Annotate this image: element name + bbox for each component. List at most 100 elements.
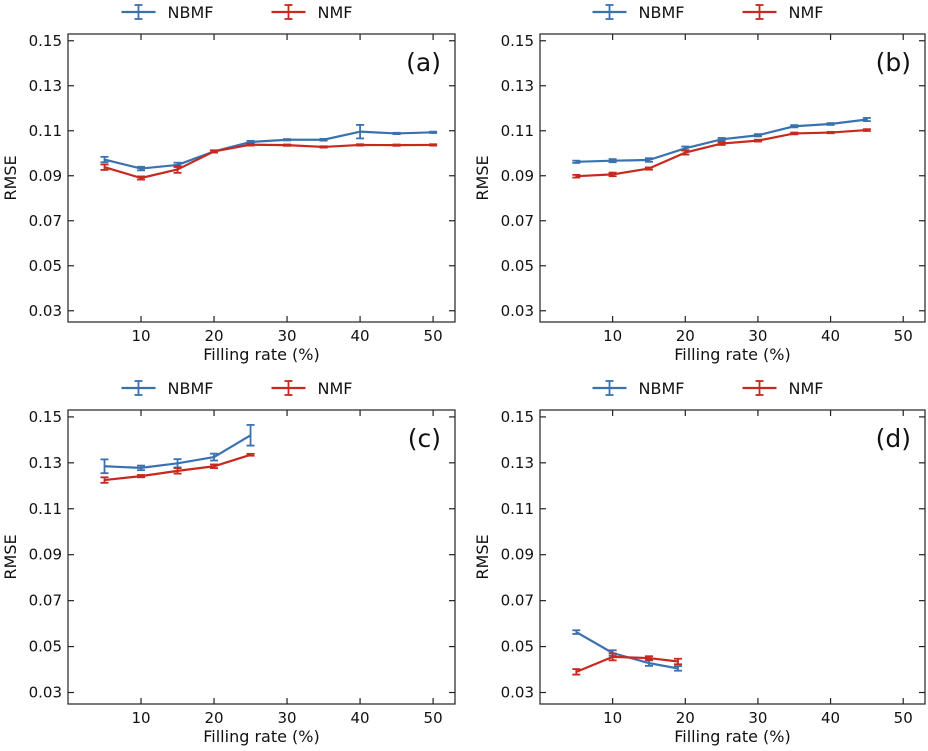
legend-errorbar-icon	[742, 4, 777, 20]
y-tick-label: 0.07	[29, 592, 62, 610]
legend-item-nmf: NMF	[271, 379, 352, 398]
series-line	[575, 655, 679, 673]
y-tick-label: 0.09	[501, 167, 534, 185]
error-bar	[826, 130, 835, 135]
x-axis-title: Filling rate (%)	[674, 345, 790, 364]
y-tick-label: 0.11	[29, 500, 62, 518]
error-bar	[572, 629, 581, 635]
legend-item-nbmf: NBMF	[121, 3, 214, 22]
x-tick-label: 40	[821, 709, 840, 727]
y-tick-label: 0.03	[29, 302, 62, 320]
error-bar	[826, 122, 835, 126]
series-line	[575, 631, 679, 670]
x-tick-label: 30	[748, 327, 767, 345]
error-bar	[717, 141, 726, 146]
y-tick-label: 0.13	[501, 454, 534, 472]
error-bar	[100, 458, 109, 475]
panel-b: 0.03 0.05 0.07 0.09 0.11 0.13 0.15 10 20 30 40 50 Fi…	[473, 3, 926, 364]
error-bar	[356, 143, 365, 147]
error-bar	[429, 130, 438, 134]
x-tick-label: 20	[676, 709, 695, 727]
legend: NBMF NMF	[592, 379, 823, 398]
legend: NBMF NMF	[592, 3, 824, 22]
x-tick-label: 20	[204, 327, 223, 345]
panel-label: (b)	[876, 48, 911, 77]
legend: NBMF NMF	[121, 379, 352, 398]
error-bar	[717, 137, 726, 142]
legend-errorbar-icon	[271, 4, 306, 20]
y-axis-title: RMSE	[1, 534, 20, 579]
series-nmf	[572, 128, 871, 179]
legend-errorbar-icon	[271, 380, 306, 396]
error-bar	[644, 157, 653, 163]
y-tick-label: 0.03	[501, 684, 534, 702]
legend-item-nbmf: NBMF	[592, 3, 685, 22]
y-tick-label: 0.03	[501, 302, 534, 320]
legend-label: NBMF	[639, 3, 685, 22]
plot-frame	[539, 33, 926, 323]
error-bar	[862, 128, 871, 132]
x-axis-title: Filling rate (%)	[203, 727, 319, 746]
x-tick-label: 10	[603, 709, 622, 727]
legend-label: NBMF	[168, 3, 214, 22]
panel-c: 0.03 0.05 0.07 0.09 0.11 0.13 0.15 10 20 30 40 50 Fi…	[1, 379, 456, 746]
legend-errorbar-icon	[121, 4, 156, 20]
x-tick-label: 50	[894, 709, 913, 727]
legend-item-nbmf: NBMF	[592, 379, 685, 398]
x-tick-label: 10	[131, 709, 150, 727]
legend-label: NBMF	[639, 379, 685, 398]
x-tick-label: 20	[204, 709, 223, 727]
y-tick-label: 0.13	[501, 77, 534, 95]
legend-errorbar-icon	[592, 380, 627, 396]
y-tick-label: 0.05	[29, 638, 62, 656]
y-tick-label: 0.05	[501, 638, 534, 656]
error-bar	[572, 159, 581, 164]
legend-item-nbmf: NBMF	[121, 379, 213, 398]
error-bar	[100, 163, 109, 171]
y-axis-title: RMSE	[473, 155, 492, 200]
error-bar	[137, 464, 146, 472]
series-nbmf	[100, 124, 438, 172]
y-tick-label: 0.15	[501, 408, 534, 426]
x-tick-label: 10	[603, 327, 622, 345]
series-nbmf	[572, 629, 683, 672]
plot-frame	[67, 409, 456, 705]
y-tick-label: 0.05	[29, 257, 62, 275]
plot-frame	[67, 33, 456, 323]
y-tick-label: 0.11	[501, 500, 534, 518]
error-bar	[137, 175, 146, 181]
series-nmf	[100, 452, 255, 484]
panel-label: (c)	[408, 424, 441, 453]
y-tick-label: 0.07	[501, 212, 534, 230]
y-tick-label: 0.13	[29, 77, 62, 95]
legend-errorbar-icon	[742, 380, 777, 396]
series-nmf	[100, 142, 438, 181]
error-bar	[210, 463, 219, 470]
error-bar	[246, 142, 255, 147]
legend-item-nmf: NMF	[271, 3, 352, 22]
y-tick-label: 0.03	[29, 684, 62, 702]
series-nbmf	[572, 117, 871, 164]
error-bar	[392, 131, 401, 136]
error-bar	[608, 652, 617, 662]
legend-item-nmf: NMF	[742, 3, 824, 22]
x-tick-label: 30	[278, 709, 297, 727]
error-bar	[790, 131, 799, 136]
legend-label: NMF	[789, 3, 824, 22]
error-bar	[608, 171, 617, 178]
y-tick-label: 0.15	[29, 32, 62, 50]
y-tick-label: 0.05	[501, 257, 534, 275]
error-bar	[572, 668, 581, 676]
error-bar	[283, 138, 292, 142]
y-axis-title: RMSE	[473, 534, 492, 579]
y-tick-label: 0.09	[29, 167, 62, 185]
x-tick-label: 40	[821, 327, 840, 345]
error-bar	[392, 143, 401, 147]
error-bar	[674, 657, 683, 666]
legend: NBMF NMF	[121, 3, 352, 22]
error-bar	[283, 143, 292, 147]
error-bar	[753, 138, 762, 143]
x-axis-title: Filling rate (%)	[674, 727, 790, 746]
error-bar	[137, 165, 146, 172]
